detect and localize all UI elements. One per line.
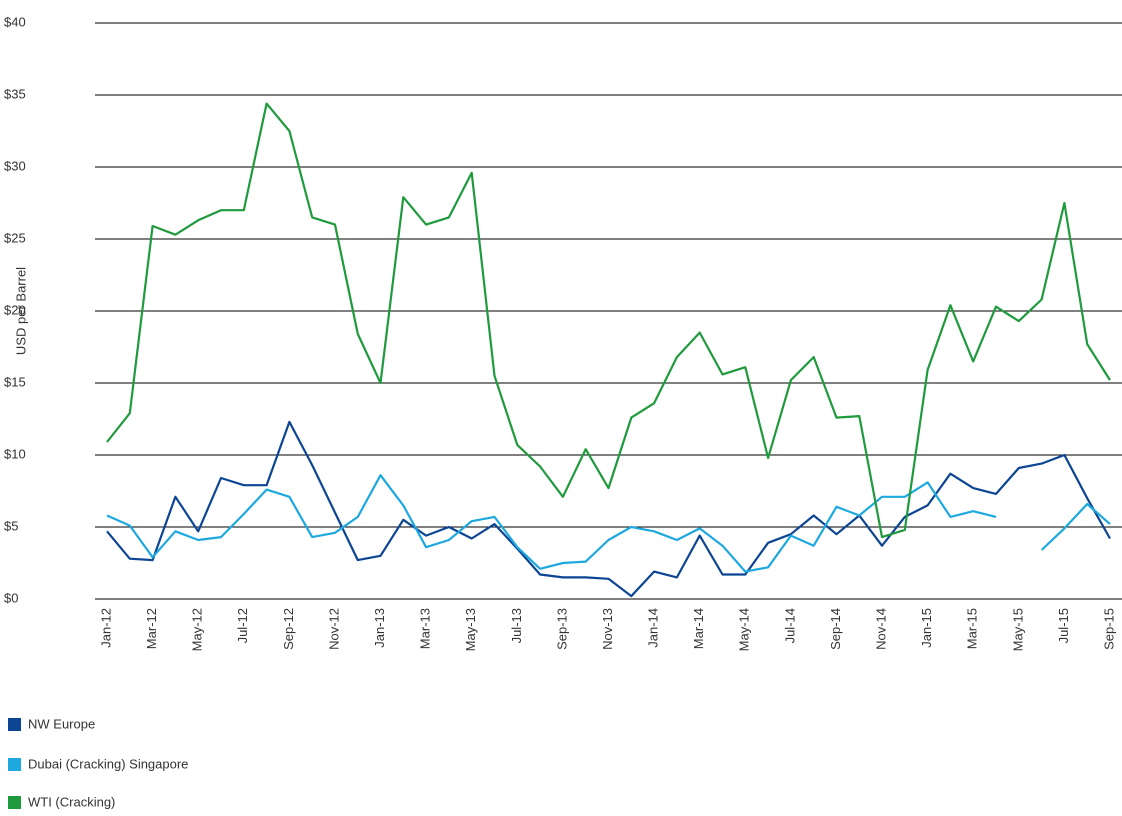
x-tick-label: Nov-13: [600, 608, 615, 650]
legend-swatch: [8, 796, 21, 809]
x-tick-label: Mar-12: [144, 608, 159, 649]
x-tick-label: Jan-14: [646, 608, 661, 648]
x-tick-label: Jan-13: [372, 608, 387, 648]
x-tick-label: Nov-14: [873, 608, 888, 650]
x-tick-label: Sep-13: [554, 608, 569, 650]
x-tick-label: Jul-15: [1056, 608, 1071, 643]
x-tick-label: Mar-13: [418, 608, 433, 649]
x-tick-label: Nov-12: [326, 608, 341, 650]
x-tick-label: Jul-14: [782, 608, 797, 643]
legend-swatch: [8, 718, 21, 731]
x-tick-label: Jul-12: [235, 608, 250, 643]
x-tick-label: Sep-12: [281, 608, 296, 650]
x-tick-label: Sep-14: [828, 608, 843, 650]
y-tick-label: $30: [4, 158, 26, 173]
y-tick-label: $40: [4, 14, 26, 29]
x-tick-label: Jan-15: [919, 608, 934, 648]
x-tick-label: May-15: [1010, 608, 1025, 651]
y-tick-label: $10: [4, 446, 26, 461]
series-line: [106, 420, 1111, 598]
x-tick-label: Jan-12: [98, 608, 113, 648]
x-tick-label: May-14: [737, 608, 752, 651]
legend-label: WTI (Cracking): [28, 794, 115, 809]
x-tick-label: Jul-13: [509, 608, 524, 643]
x-tick-label: May-13: [463, 608, 478, 651]
series-line: [106, 474, 1111, 573]
legend-label: NW Europe: [28, 716, 95, 731]
legend-swatch: [8, 758, 21, 771]
y-tick-label: $25: [4, 230, 26, 245]
x-tick-label: Mar-14: [691, 608, 706, 649]
x-tick-label: Sep-15: [1101, 608, 1116, 650]
y-tick-label: $5: [4, 518, 18, 533]
legend-label: Dubai (Cracking) Singapore: [28, 756, 188, 771]
y-tick-label: $15: [4, 374, 26, 389]
series-line: [106, 102, 1111, 539]
y-tick-label: $35: [4, 86, 26, 101]
y-axis-label: USD per Barrel: [13, 267, 28, 355]
x-tick-label: May-12: [190, 608, 205, 651]
y-tick-label: $0: [4, 590, 18, 605]
y-tick-label: $20: [4, 302, 26, 317]
x-tick-label: Mar-15: [965, 608, 980, 649]
